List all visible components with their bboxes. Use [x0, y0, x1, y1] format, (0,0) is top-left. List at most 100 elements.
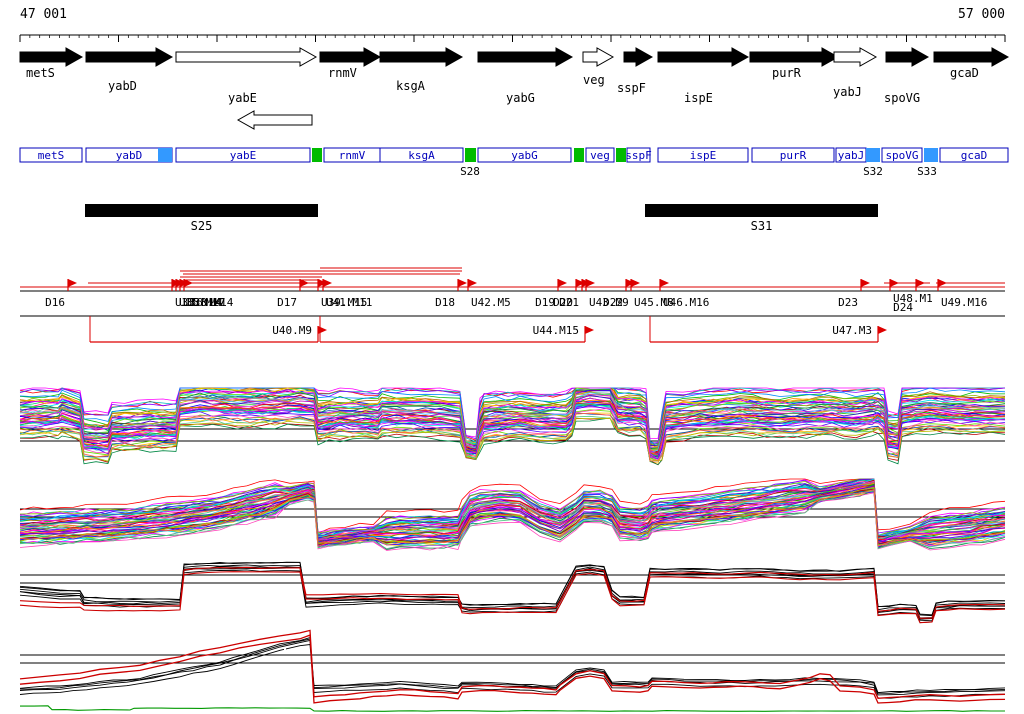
probe-marker-D22[interactable]: D22 [603, 279, 635, 309]
expression-line [19, 489, 1006, 547]
gene-box-label-yabE: yabE [230, 149, 257, 162]
gene-arrow-yabG[interactable] [477, 47, 574, 67]
probe-marker-U45.M8[interactable]: U45.M8 [630, 279, 674, 309]
gene-box-label-ispE: ispE [690, 149, 717, 162]
gene-arrow-ksgA[interactable] [379, 47, 464, 67]
gene-arrow-rnmV[interactable] [319, 47, 382, 67]
gene-box-spoVG[interactable] [881, 147, 923, 163]
gene-label-metS: metS [26, 66, 55, 80]
probe-marker-U48.M1[interactable]: U48.M1 [889, 279, 933, 305]
expression-line [19, 478, 1006, 534]
gene-box-label-purR: purR [780, 149, 807, 162]
gene-box-label-ksgA: ksgA [408, 149, 435, 162]
probe-marker-D18[interactable]: D18 [435, 279, 467, 309]
green-feature-square[interactable] [465, 148, 476, 162]
gene-arrow-reverse[interactable] [236, 110, 313, 130]
gene-box-label-rnmV: rnmV [339, 149, 366, 162]
marker-label-U36.M4: U36.M4 [183, 296, 223, 309]
probe-marker-U49.M16[interactable]: U49.M16 [937, 279, 987, 309]
expression-line [19, 629, 1006, 699]
expression-line [19, 634, 1006, 704]
gene-arrow-spoVG[interactable] [885, 47, 930, 67]
probe-marker-U46.M16[interactable]: U46.M16 [659, 279, 709, 309]
gene-arrow-yabJ[interactable] [833, 47, 878, 67]
marker-flag-icon [576, 279, 585, 287]
probe-marker-U38.M14[interactable]: U38.M14 [183, 279, 234, 309]
marker-label-D18: D18 [435, 296, 455, 309]
gene-box-ispE[interactable] [657, 147, 749, 163]
gene-box-ksgA[interactable] [379, 147, 464, 163]
gene-label-yabD: yabD [108, 79, 137, 93]
blue-feature-square[interactable] [924, 148, 938, 162]
marker-flag-icon [68, 279, 77, 287]
green-feature-square[interactable] [616, 148, 626, 162]
feature-label-S28: S28 [460, 165, 480, 178]
expression-line [19, 492, 1006, 551]
gene-arrow-metS[interactable] [19, 47, 84, 67]
gene-box-purR[interactable] [751, 147, 835, 163]
gene-label-yabJ: yabJ [833, 85, 862, 99]
gene-label-sspF: sspF [617, 81, 646, 95]
gene-box-veg[interactable] [585, 147, 615, 163]
expression-line [19, 564, 1006, 619]
gene-box-track: metS yabD yabE rnmV ksgA yabG veg sspF ispE purR y… [19, 147, 1009, 178]
gene-arrow-gcaD[interactable] [933, 47, 1010, 67]
gene-box-label-metS: metS [38, 149, 65, 162]
probe-marker-U42.M5[interactable]: U42.M5 [467, 279, 511, 309]
gene-box-yabG[interactable] [477, 147, 572, 163]
probe-marker-D23[interactable]: D23 [838, 279, 870, 309]
probe-marker-D17[interactable]: D17 [277, 279, 309, 309]
marker-label-D23: D23 [838, 296, 858, 309]
marker-label-D20: D20 [553, 296, 573, 309]
gene-box-yabE[interactable] [175, 147, 311, 163]
gene-arrow-ispE[interactable] [657, 47, 750, 67]
green-feature-square[interactable] [574, 148, 584, 162]
expression-line [19, 387, 1006, 444]
gene-box-sspF[interactable] [626, 147, 651, 163]
marker-flag-icon [938, 279, 947, 287]
green-feature-square[interactable] [312, 148, 322, 162]
expression-line [19, 482, 1006, 540]
blue-feature-square[interactable] [158, 148, 172, 162]
span-flag-icon [585, 326, 594, 334]
gene-arrow-sspF[interactable] [623, 47, 654, 67]
ruler-start-label: 47 001 [20, 7, 67, 22]
probe-marker-D20[interactable]: D20 [553, 279, 585, 309]
segment-track: S25 S31 [85, 204, 878, 233]
gene-label-ksgA: ksgA [396, 79, 426, 93]
expression-panel-3 [19, 561, 1006, 624]
segment-bar-S25[interactable] [85, 204, 318, 217]
gene-arrow-yabD[interactable] [85, 47, 174, 67]
gene-box-gcaD[interactable] [939, 147, 1009, 163]
segment-label-S31: S31 [751, 219, 773, 233]
gene-box-label-veg: veg [590, 149, 610, 162]
gene-arrow-yabE[interactable] [175, 47, 318, 67]
span-marker-U44.M15[interactable]: U44.M15 [319, 316, 594, 343]
marker-flag-icon [300, 279, 309, 287]
gene-arrow-purR[interactable] [749, 47, 840, 67]
expression-panel-2 [19, 478, 1006, 551]
segment-bar-S31[interactable] [645, 204, 878, 217]
gene-box-label-yabJ: yabJ [838, 149, 865, 162]
gene-label-rnmV: rnmV [328, 66, 357, 80]
gene-arrow-veg[interactable] [582, 47, 615, 67]
probe-marker-U43.M9[interactable]: U43.M9 [585, 279, 629, 309]
gene-label-spoVG: spoVG [884, 91, 920, 105]
expression-line [19, 566, 1006, 619]
span-marker-U47.M3[interactable]: U47.M3 [649, 316, 887, 343]
span-marker-U40.M9[interactable]: U40.M9 [89, 316, 327, 343]
probe-marker-D16[interactable]: D16 [45, 279, 77, 309]
expression-line [19, 567, 1005, 622]
probe-marker-U41.M11[interactable]: U41.M11 [322, 279, 372, 309]
probe-marker-D19[interactable]: D19 [535, 279, 567, 309]
gene-box-metS[interactable] [19, 147, 83, 163]
gene-box-label-sspF: sspF [625, 149, 652, 162]
marker-flag-icon [458, 279, 467, 287]
blue-feature-square[interactable] [866, 148, 880, 162]
expression-line [19, 387, 1006, 447]
marker-label-U35.M17: U35.M17 [179, 296, 225, 309]
marker-flag-icon [890, 279, 899, 287]
marker-label-U45.M8: U45.M8 [634, 296, 674, 309]
probe-marker-D24[interactable]: D24 [893, 279, 925, 314]
